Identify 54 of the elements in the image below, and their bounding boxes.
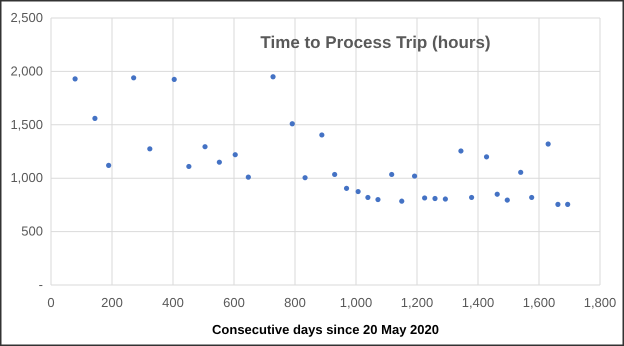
point xyxy=(344,186,350,191)
point xyxy=(290,121,295,126)
point xyxy=(389,172,394,178)
y-tick-label: 500 xyxy=(21,224,43,239)
point xyxy=(216,160,222,165)
x-tick-label: 800 xyxy=(284,295,306,310)
point xyxy=(504,197,510,203)
point xyxy=(412,173,418,179)
point xyxy=(186,164,192,170)
point xyxy=(432,196,438,202)
point xyxy=(356,188,361,194)
point xyxy=(106,162,112,168)
point xyxy=(302,175,308,180)
point xyxy=(202,144,208,150)
point xyxy=(270,74,276,80)
point xyxy=(518,170,524,175)
point xyxy=(565,202,570,207)
text: Time to Process Trip (hours) xyxy=(260,33,491,52)
point xyxy=(92,116,98,121)
point xyxy=(375,196,381,202)
x-tick-label: 0 xyxy=(47,295,55,310)
point xyxy=(319,132,324,138)
x-tick-label: 200 xyxy=(101,295,123,310)
y-tick-label: 2,000 xyxy=(10,63,43,78)
point xyxy=(399,198,404,204)
x-tick-label: 1,000 xyxy=(340,295,372,310)
point xyxy=(332,172,338,178)
point xyxy=(147,146,152,152)
x-tick-label: 1,400 xyxy=(462,295,494,310)
point xyxy=(365,194,370,200)
point xyxy=(555,202,561,207)
point xyxy=(484,154,490,160)
x-tick-label: 600 xyxy=(223,295,245,310)
point xyxy=(494,192,500,197)
point xyxy=(546,141,551,147)
point xyxy=(131,75,136,80)
y-tick-label: 2,500 xyxy=(10,10,43,25)
y-tick-label: 1,500 xyxy=(10,116,43,132)
x-tick-label: 1,600 xyxy=(522,295,556,310)
x-tick-label: 400 xyxy=(162,295,184,310)
point xyxy=(422,195,428,201)
point xyxy=(442,196,448,202)
point xyxy=(172,76,177,82)
y-tick-label: - xyxy=(38,277,43,292)
point xyxy=(468,194,474,200)
point xyxy=(232,152,238,158)
point xyxy=(458,148,464,154)
x-tick-label: 1,200 xyxy=(400,295,434,310)
point xyxy=(246,174,251,180)
point xyxy=(72,76,78,82)
x-tick-label: 1,800 xyxy=(584,295,616,310)
y-tick-label: 1,000 xyxy=(10,170,43,186)
x-axis-title: Consecutive days since 20 May 2020 xyxy=(212,322,439,337)
point xyxy=(529,194,534,200)
